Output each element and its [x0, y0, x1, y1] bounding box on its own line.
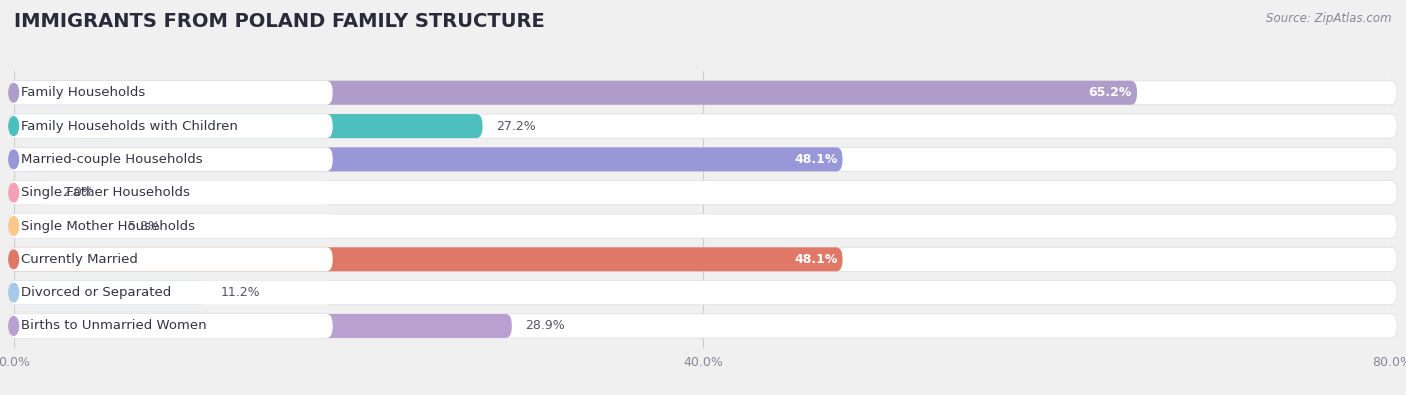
FancyBboxPatch shape: [8, 247, 333, 271]
Circle shape: [8, 150, 18, 169]
FancyBboxPatch shape: [8, 147, 1398, 171]
Circle shape: [8, 217, 18, 235]
FancyBboxPatch shape: [8, 181, 333, 205]
Text: 11.2%: 11.2%: [221, 286, 260, 299]
Text: Births to Unmarried Women: Births to Unmarried Women: [21, 320, 207, 333]
FancyBboxPatch shape: [8, 81, 333, 105]
Circle shape: [8, 117, 18, 135]
Text: 48.1%: 48.1%: [794, 253, 838, 266]
FancyBboxPatch shape: [8, 280, 207, 305]
FancyBboxPatch shape: [8, 214, 1398, 238]
Text: Currently Married: Currently Married: [21, 253, 138, 266]
FancyBboxPatch shape: [8, 81, 1137, 105]
Text: Source: ZipAtlas.com: Source: ZipAtlas.com: [1267, 12, 1392, 25]
Circle shape: [8, 83, 18, 102]
FancyBboxPatch shape: [8, 181, 1398, 205]
Text: Married-couple Households: Married-couple Households: [21, 153, 202, 166]
FancyBboxPatch shape: [8, 314, 333, 338]
Text: 5.8%: 5.8%: [128, 220, 160, 233]
FancyBboxPatch shape: [8, 280, 333, 305]
Text: 2.0%: 2.0%: [62, 186, 94, 199]
FancyBboxPatch shape: [8, 147, 333, 171]
FancyBboxPatch shape: [8, 114, 333, 138]
Text: 65.2%: 65.2%: [1088, 86, 1132, 99]
FancyBboxPatch shape: [8, 214, 114, 238]
Text: 28.9%: 28.9%: [526, 320, 565, 333]
Text: IMMIGRANTS FROM POLAND FAMILY STRUCTURE: IMMIGRANTS FROM POLAND FAMILY STRUCTURE: [14, 12, 544, 31]
FancyBboxPatch shape: [8, 114, 482, 138]
FancyBboxPatch shape: [8, 314, 512, 338]
Text: Family Households: Family Households: [21, 86, 146, 99]
Text: Family Households with Children: Family Households with Children: [21, 120, 238, 133]
Text: Divorced or Separated: Divorced or Separated: [21, 286, 172, 299]
Text: 48.1%: 48.1%: [794, 153, 838, 166]
FancyBboxPatch shape: [8, 81, 1398, 105]
FancyBboxPatch shape: [8, 280, 1398, 305]
Circle shape: [8, 283, 18, 302]
FancyBboxPatch shape: [8, 247, 842, 271]
FancyBboxPatch shape: [8, 214, 333, 238]
Circle shape: [8, 250, 18, 269]
FancyBboxPatch shape: [8, 147, 842, 171]
Text: Single Father Households: Single Father Households: [21, 186, 190, 199]
FancyBboxPatch shape: [8, 314, 1398, 338]
Circle shape: [8, 183, 18, 202]
Text: 27.2%: 27.2%: [496, 120, 536, 133]
FancyBboxPatch shape: [8, 181, 48, 205]
FancyBboxPatch shape: [8, 114, 1398, 138]
FancyBboxPatch shape: [8, 247, 1398, 271]
Circle shape: [8, 317, 18, 335]
Text: Single Mother Households: Single Mother Households: [21, 220, 195, 233]
